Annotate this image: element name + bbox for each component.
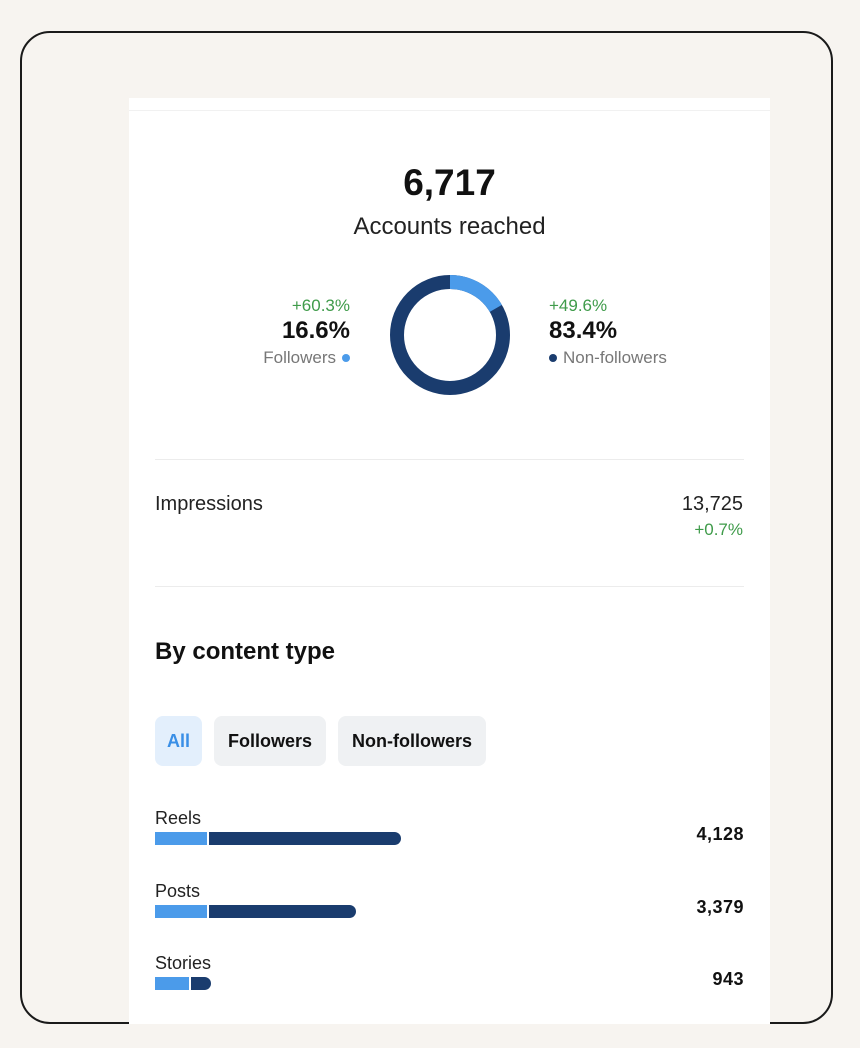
content-row-label: Reels xyxy=(155,808,202,828)
content-row-posts: Posts 3,379 xyxy=(155,881,744,937)
top-divider xyxy=(129,110,770,111)
non-followers-percent: 83.4% xyxy=(549,317,618,344)
posts-followers-segment xyxy=(155,905,208,918)
accounts-reached-label: Accounts reached xyxy=(353,213,546,240)
content-row-label: Stories xyxy=(155,953,212,973)
followers-legend-label: Followers xyxy=(263,348,336,367)
followers-percent: 16.6% xyxy=(281,317,350,344)
content-row-value: 943 xyxy=(712,969,744,989)
followers-change: +60.3% xyxy=(291,296,350,315)
accounts-reached-count: 6,717 xyxy=(403,162,496,203)
divider xyxy=(155,586,744,587)
followers-dot-icon xyxy=(342,354,350,362)
impressions-change: +0.7% xyxy=(694,520,743,539)
stories-bar xyxy=(155,977,212,990)
reels-followers-segment xyxy=(155,832,207,845)
followers-legend: Followers xyxy=(263,346,350,370)
reach-donut-chart xyxy=(390,275,510,395)
content-row-stories: Stories 943 xyxy=(155,953,744,1009)
non-followers-legend: Non-followers xyxy=(549,346,667,370)
divider xyxy=(155,459,744,460)
posts-non-followers-segment xyxy=(209,905,357,918)
device-frame: 6,717 Accounts reached +60.3% 16.6% Foll… xyxy=(20,31,833,1024)
tab-non-followers[interactable]: Non-followers xyxy=(338,716,487,766)
insights-card: 6,717 Accounts reached +60.3% 16.6% Foll… xyxy=(129,98,770,1024)
tab-followers[interactable]: Followers xyxy=(214,716,327,766)
donut-followers-arc xyxy=(390,275,510,395)
posts-bar xyxy=(155,905,357,918)
content-type-tabs: All Followers Non-followers xyxy=(155,716,487,766)
stories-non-followers-segment xyxy=(190,977,212,990)
impressions-label: Impressions xyxy=(155,493,263,515)
stories-followers-segment xyxy=(155,977,189,990)
content-row-reels: Reels 4,128 xyxy=(155,808,744,864)
non-followers-dot-icon xyxy=(549,354,557,362)
reels-bar xyxy=(155,832,401,845)
impressions-value: 13,725 xyxy=(681,493,743,515)
non-followers-legend-label: Non-followers xyxy=(563,348,667,367)
content-type-title: By content type xyxy=(155,638,336,665)
content-row-value: 3,379 xyxy=(696,897,744,917)
content-row-value: 4,128 xyxy=(696,824,744,844)
non-followers-change: +49.6% xyxy=(549,296,608,315)
reels-non-followers-segment xyxy=(208,832,401,845)
non-followers-stat: +49.6% 83.4% Non-followers xyxy=(549,296,667,370)
content-row-label: Posts xyxy=(155,881,201,901)
tab-all[interactable]: All xyxy=(155,716,203,766)
followers-stat: +60.3% 16.6% Followers xyxy=(263,296,350,370)
